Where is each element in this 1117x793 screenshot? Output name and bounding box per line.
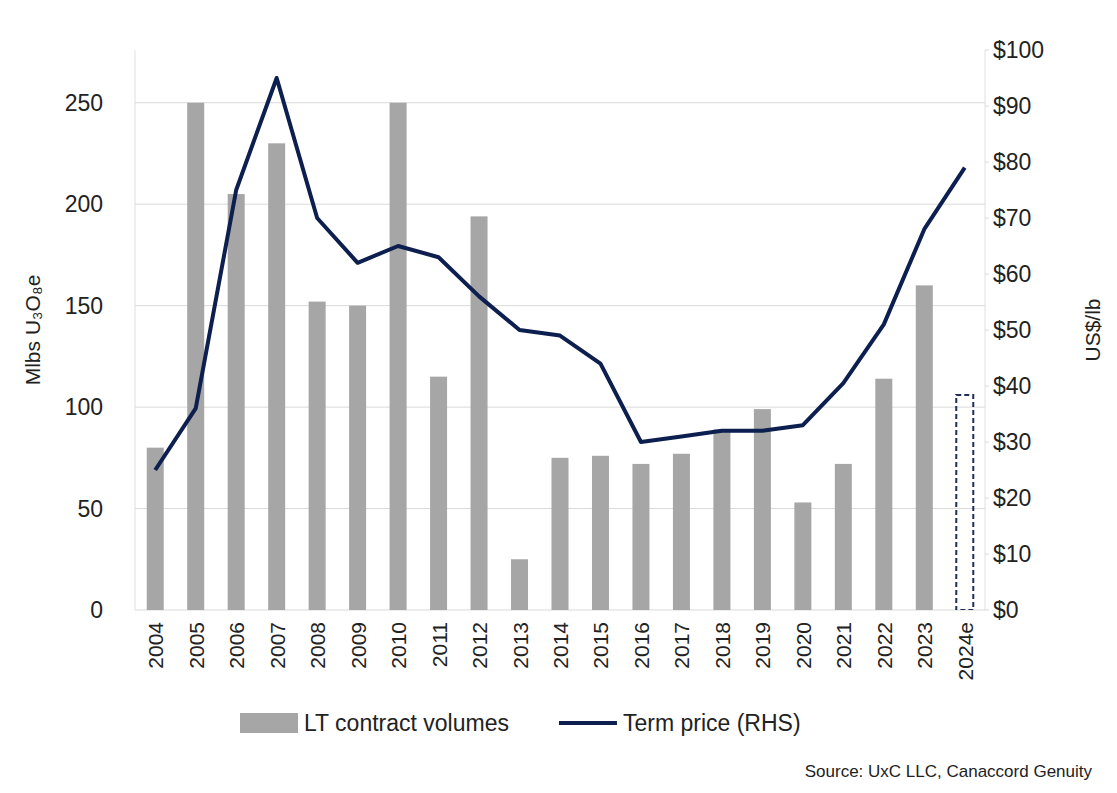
x-tick-label: 2020 — [792, 622, 815, 669]
y2-tick-label: $10 — [993, 541, 1031, 567]
y2-tick — [985, 50, 989, 51]
grid-line — [135, 407, 985, 408]
y2-tick-label: $70 — [993, 205, 1031, 231]
bar — [147, 448, 164, 610]
x-tick-label: 2004 — [144, 622, 167, 669]
y-tick-label: 150 — [65, 293, 103, 319]
y2-tick — [985, 106, 989, 107]
legend-swatch — [240, 713, 298, 733]
y-tick-label: 200 — [65, 191, 103, 217]
y2-tick-label: $100 — [993, 37, 1044, 63]
y2-tick — [985, 386, 989, 387]
bar — [390, 103, 407, 610]
bar — [592, 456, 609, 610]
x-tick-label: 2021 — [832, 622, 855, 669]
grid-line — [135, 305, 985, 306]
x-tick-label: 2009 — [347, 622, 370, 669]
y2-tick-label: $40 — [993, 373, 1031, 399]
y2-tick-label: $30 — [993, 429, 1031, 455]
y2-tick-label: $60 — [993, 261, 1031, 287]
y-tick-label: 100 — [65, 394, 103, 420]
bar — [430, 377, 447, 610]
plot-area — [147, 78, 974, 610]
x-tick-label: 2012 — [468, 622, 491, 669]
y2-tick-label: $90 — [993, 93, 1031, 119]
bar — [511, 559, 528, 610]
y2-tick — [985, 610, 989, 611]
y-tick-label: 0 — [90, 597, 103, 623]
legend-label: LT contract volumes — [304, 710, 509, 736]
x-tick-label: 2008 — [306, 622, 329, 669]
y2-tick — [985, 554, 989, 555]
x-tick-label: 2011 — [428, 622, 451, 667]
y2-tick-label: $0 — [993, 597, 1019, 623]
legend-label: Term price (RHS) — [623, 710, 801, 736]
x-tick-label: 2014 — [549, 622, 572, 669]
grid-line — [135, 102, 985, 103]
y2-tick — [985, 442, 989, 443]
x-tick-label: 2017 — [670, 622, 693, 669]
bar — [673, 454, 690, 610]
y2-axis-title: US$/lb — [1081, 298, 1104, 361]
bar — [713, 429, 730, 610]
x-tick-label: 2006 — [225, 622, 248, 669]
x-tick-label: 2024e — [954, 622, 977, 680]
bar — [956, 395, 973, 610]
x-tick-label: 2023 — [913, 622, 936, 669]
bar — [875, 379, 892, 610]
y2-tick — [985, 218, 989, 219]
y-axis-title: Mlbs U₃O₈e — [21, 275, 44, 386]
bar — [916, 285, 933, 610]
x-tick-label: 2018 — [711, 622, 734, 669]
y-tick-label: 50 — [77, 496, 103, 522]
bar — [632, 464, 649, 610]
bar — [794, 502, 811, 610]
y2-tick-label: $50 — [993, 317, 1031, 343]
x-tick-label: 2013 — [509, 622, 532, 669]
x-tick-label: 2016 — [630, 622, 653, 669]
bar — [552, 458, 569, 610]
x-tick-label: 2010 — [387, 622, 410, 669]
bar — [754, 409, 771, 610]
y2-tick-label: $80 — [993, 149, 1031, 175]
grid-line — [135, 204, 985, 205]
y2-tick — [985, 162, 989, 163]
bar — [471, 216, 488, 610]
y2-tick — [985, 274, 989, 275]
y2-tick — [985, 498, 989, 499]
x-tick-label: 2015 — [589, 622, 612, 669]
y-axis-line — [135, 50, 136, 610]
bar — [309, 302, 326, 610]
x-tick-label: 2019 — [751, 622, 774, 669]
bar — [187, 103, 204, 610]
y2-tick-label: $20 — [993, 485, 1031, 511]
line — [155, 78, 965, 470]
source: Source: UxC LLC, Canaccord Genuity — [805, 762, 1093, 781]
chart: 0 50 100 150 200 250 $0 $10 $20 $30 $40 $50 $60 $70 $8… — [0, 0, 1117, 793]
x-tick-label: 2022 — [873, 622, 896, 669]
bar — [228, 194, 245, 610]
legend-swatch — [559, 721, 617, 725]
y2-tick — [985, 330, 989, 331]
bar — [349, 306, 366, 610]
bar — [268, 143, 285, 610]
x-tick-label: 2007 — [266, 622, 289, 669]
x-tick-label: 2005 — [185, 622, 208, 669]
y-tick-label: 250 — [65, 90, 103, 116]
bar — [835, 464, 852, 610]
